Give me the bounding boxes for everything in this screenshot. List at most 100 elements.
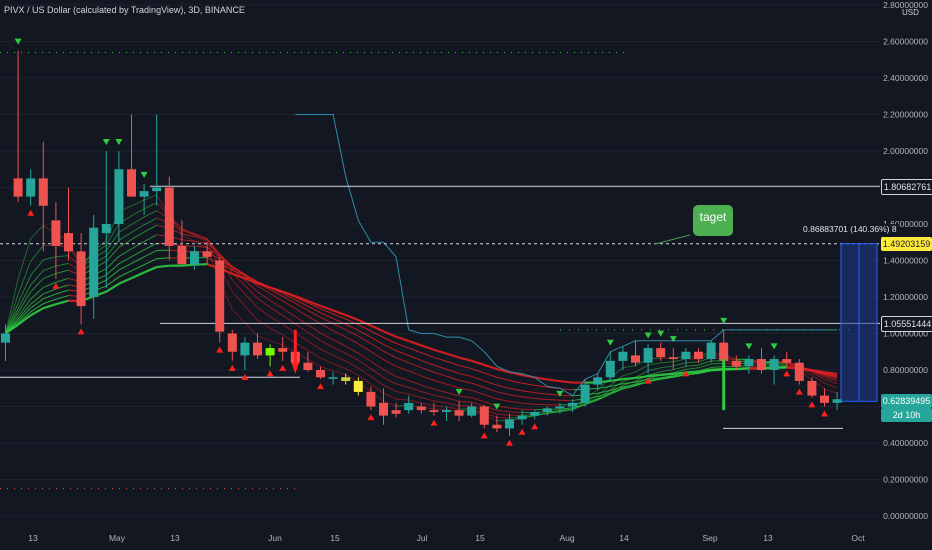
candle-body[interactable] bbox=[794, 362, 804, 381]
candle-body[interactable] bbox=[316, 370, 325, 378]
ema-line bbox=[522, 390, 535, 394]
ema-line bbox=[824, 382, 838, 389]
ema-line bbox=[496, 413, 510, 416]
candle-body[interactable] bbox=[631, 355, 640, 363]
ema-line bbox=[131, 256, 145, 264]
candle-body[interactable] bbox=[505, 419, 514, 429]
candle-body[interactable] bbox=[1, 333, 10, 343]
ema-line bbox=[433, 348, 447, 355]
ema-line bbox=[282, 307, 296, 318]
candle-body[interactable] bbox=[190, 251, 199, 265]
candle-body[interactable] bbox=[542, 408, 552, 412]
candle-body[interactable] bbox=[442, 410, 451, 412]
candle-body[interactable] bbox=[454, 410, 464, 416]
candle-body[interactable] bbox=[807, 380, 817, 396]
candle-body[interactable] bbox=[706, 342, 716, 360]
candle-body[interactable] bbox=[328, 377, 338, 379]
candle-body[interactable] bbox=[769, 359, 779, 370]
ema-line bbox=[408, 339, 422, 347]
sell-signal-marker bbox=[115, 139, 123, 145]
candle-body[interactable] bbox=[555, 406, 565, 409]
candle-body[interactable] bbox=[404, 402, 414, 411]
price-tag[interactable]: 1.49203159 bbox=[881, 236, 932, 251]
ema-line bbox=[131, 224, 145, 233]
candle-body[interactable] bbox=[429, 410, 439, 412]
ema-line bbox=[471, 401, 485, 407]
candle-body[interactable] bbox=[341, 377, 351, 381]
ema-line bbox=[257, 335, 271, 342]
candle-body[interactable] bbox=[416, 406, 426, 411]
candle-body[interactable] bbox=[353, 380, 363, 392]
time-axis: 13 May 13 Jun 15 Jul 15 Aug 14 Sep 13 Oct bbox=[28, 533, 865, 543]
ema-line bbox=[648, 377, 661, 380]
candle-body[interactable] bbox=[227, 333, 237, 352]
time-tick-label: 14 bbox=[619, 533, 629, 543]
candle-body[interactable] bbox=[64, 233, 73, 252]
buy-signal-marker bbox=[77, 328, 85, 335]
candle-body[interactable] bbox=[139, 191, 149, 197]
candle-body[interactable] bbox=[303, 362, 313, 370]
ema-line bbox=[547, 378, 561, 383]
candle-body[interactable] bbox=[391, 410, 401, 414]
price-tag[interactable]: 2d 10h bbox=[881, 408, 932, 423]
candle-body[interactable] bbox=[782, 359, 792, 363]
candle-body[interactable] bbox=[215, 260, 225, 332]
ema-line bbox=[244, 279, 258, 293]
ema-line bbox=[105, 263, 120, 276]
ema-line bbox=[622, 376, 636, 381]
taget-callout[interactable]: taget bbox=[693, 205, 733, 236]
candle-body[interactable] bbox=[479, 406, 489, 425]
candle-body[interactable] bbox=[101, 224, 111, 234]
candle-body[interactable] bbox=[832, 399, 842, 403]
candle-body[interactable] bbox=[681, 351, 691, 360]
time-tick-label: Jun bbox=[268, 533, 282, 543]
candle-body[interactable] bbox=[51, 220, 61, 246]
ema-line bbox=[736, 367, 749, 371]
candle-body[interactable] bbox=[605, 360, 615, 378]
candle-body[interactable] bbox=[13, 178, 23, 197]
price-tag[interactable]: 0.62839495 bbox=[881, 394, 932, 409]
candle-body[interactable] bbox=[202, 251, 212, 257]
candle-body[interactable] bbox=[114, 169, 124, 224]
candle-body[interactable] bbox=[517, 415, 527, 420]
candle-body[interactable] bbox=[719, 342, 729, 361]
candle-body[interactable] bbox=[731, 360, 741, 367]
candle-body[interactable] bbox=[164, 187, 174, 246]
candle-body[interactable] bbox=[366, 391, 376, 407]
candle-body[interactable] bbox=[240, 342, 250, 356]
candle-body[interactable] bbox=[38, 178, 48, 206]
candle-body[interactable] bbox=[177, 245, 187, 265]
candle-body[interactable] bbox=[744, 359, 754, 367]
candle-body[interactable] bbox=[618, 351, 628, 361]
candle-body[interactable] bbox=[89, 227, 99, 297]
candle-body[interactable] bbox=[668, 357, 678, 360]
price-tag[interactable]: 1.05551444 bbox=[881, 316, 932, 333]
candle-body[interactable] bbox=[757, 359, 766, 370]
ema-line bbox=[484, 380, 498, 386]
ema-line bbox=[811, 369, 825, 374]
candle-body[interactable] bbox=[379, 402, 388, 416]
callout-pointer bbox=[654, 234, 691, 245]
candle-body[interactable] bbox=[26, 178, 36, 197]
candle-body[interactable] bbox=[820, 395, 829, 403]
ema-line bbox=[458, 372, 472, 377]
candle-body[interactable] bbox=[593, 377, 603, 385]
ema-line bbox=[55, 277, 69, 283]
candle-body[interactable] bbox=[656, 348, 666, 358]
candle-body[interactable] bbox=[568, 402, 577, 407]
candle-body[interactable] bbox=[492, 424, 502, 429]
candle-body[interactable] bbox=[76, 251, 86, 307]
candle-body[interactable] bbox=[467, 406, 477, 416]
candle-body[interactable] bbox=[694, 351, 703, 360]
candle-body[interactable] bbox=[152, 187, 162, 192]
candle-body[interactable] bbox=[278, 348, 288, 352]
price-tag[interactable]: 1.80682761 bbox=[881, 179, 932, 196]
candle-body[interactable] bbox=[643, 348, 653, 363]
candle-body[interactable] bbox=[530, 411, 540, 416]
candle-body[interactable] bbox=[580, 384, 590, 403]
candle-body[interactable] bbox=[253, 342, 262, 356]
candle-body[interactable] bbox=[127, 169, 136, 197]
ema-line bbox=[5, 278, 19, 334]
candle-body[interactable] bbox=[265, 348, 275, 356]
